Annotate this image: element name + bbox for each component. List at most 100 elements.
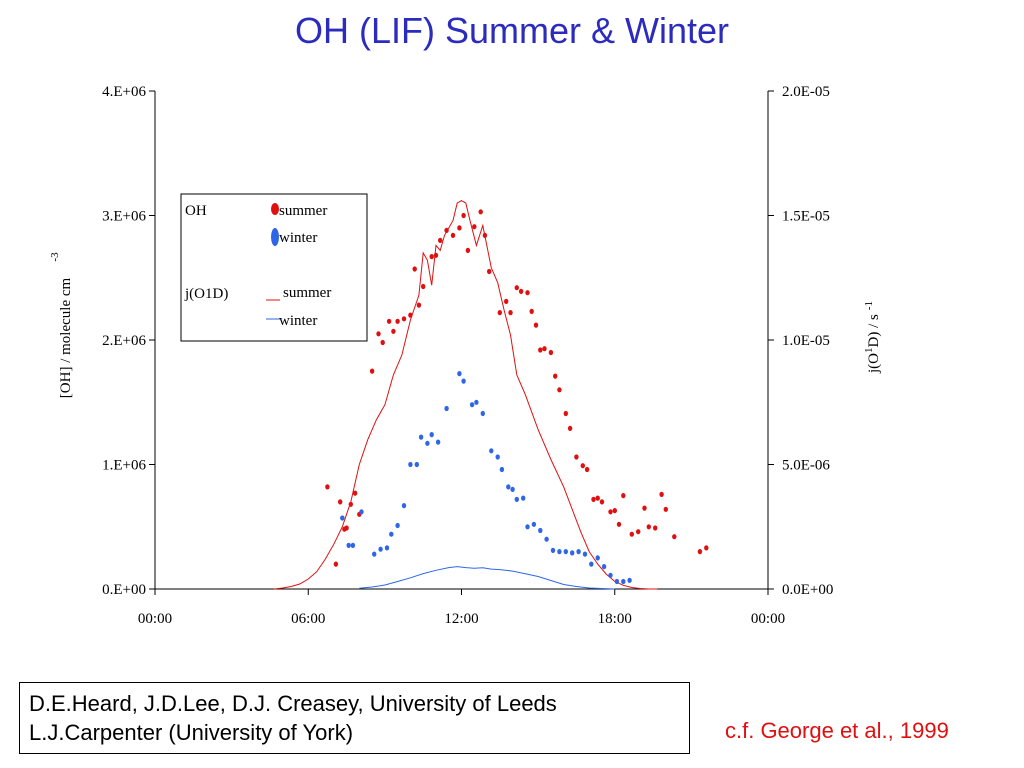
oh-point-summer	[653, 525, 658, 531]
oh-point-winter	[474, 399, 479, 405]
j-lines	[274, 200, 658, 590]
oh-point-winter	[378, 546, 383, 552]
legend-box	[180, 193, 368, 342]
y-right-label-prefix: j(O	[866, 353, 882, 374]
oh-point-summer	[548, 349, 554, 356]
oh-point-summer	[429, 254, 434, 260]
y-right-tick-label: 2.0E-05	[782, 84, 830, 100]
legend-j-header: j(O1D)	[184, 286, 228, 302]
oh-point-summer	[395, 318, 400, 324]
oh-point-winter	[525, 524, 530, 530]
oh-point-summer	[376, 331, 381, 337]
credits-line-1: D.E.Heard, J.D.Lee, D.J. Creasey, Univer…	[29, 691, 557, 716]
oh-point-winter	[510, 486, 515, 492]
oh-point-summer	[595, 495, 600, 501]
oh-point-summer	[646, 524, 651, 530]
oh-point-winter	[514, 496, 519, 502]
oh-point-winter	[621, 578, 626, 585]
oh-point-summer	[421, 283, 426, 290]
y-right-label-superscript: 1	[863, 348, 875, 354]
y-right-tick-label: 0.0E+00	[782, 582, 833, 598]
oh-point-summer	[574, 454, 579, 460]
oh-point-winter	[384, 545, 390, 551]
oh-points	[325, 209, 709, 585]
oh-point-summer	[344, 525, 349, 531]
oh-point-summer	[482, 232, 488, 238]
y-left-tick-label: 1.E+06	[102, 458, 146, 474]
oh-point-summer	[487, 268, 492, 275]
oh-point-summer	[438, 237, 443, 243]
oh-point-winter	[538, 527, 543, 534]
oh-point-summer	[348, 501, 353, 507]
oh-point-winter	[576, 549, 581, 555]
x-tick-label: 06:00	[291, 611, 325, 627]
oh-point-winter	[350, 542, 356, 549]
chart-axes: 0.E+00 1.E+06 2.E+06 3.E+06 4.E+06 0.0E+00 5.0…	[102, 84, 833, 627]
oh-point-summer	[478, 209, 483, 215]
oh-point-winter	[359, 509, 364, 515]
oh-point-summer	[450, 232, 456, 238]
oh-point-winter	[550, 547, 556, 554]
oh-point-summer	[659, 491, 664, 497]
oh-point-summer	[391, 328, 396, 334]
oh-point-winter	[457, 371, 462, 377]
oh-point-winter	[469, 402, 475, 408]
oh-point-summer	[599, 499, 605, 505]
y-left-tick-label: 4.E+06	[102, 84, 146, 100]
legend-summer-points-label: summer	[279, 203, 327, 219]
oh-point-winter	[563, 549, 568, 555]
oh-point-summer	[636, 529, 641, 535]
oh-point-summer	[433, 252, 439, 258]
oh-point-summer	[444, 227, 449, 233]
y-right-label-unit-superscript: -1	[863, 301, 875, 310]
legend: OH summer winter j(O1D) summer winter	[180, 193, 368, 342]
oh-point-summer	[465, 247, 471, 253]
oh-point-winter	[340, 515, 345, 521]
oh-point-winter	[435, 439, 441, 445]
oh-point-winter	[557, 549, 562, 555]
legend-summer-marker	[271, 203, 279, 215]
credits-line-2: L.J.Carpenter (University of York)	[29, 720, 354, 745]
oh-point-winter	[499, 466, 505, 473]
oh-point-winter	[389, 531, 394, 537]
oh-point-summer	[412, 266, 417, 272]
oh-point-winter	[425, 440, 430, 446]
oh-point-summer	[704, 545, 709, 551]
oh-point-winter	[531, 521, 537, 527]
oh-point-winter	[414, 461, 419, 468]
oh-point-winter	[521, 495, 526, 501]
oh-point-winter	[627, 577, 632, 583]
x-tick-label: 18:00	[598, 611, 632, 627]
oh-point-winter	[395, 522, 400, 529]
credits-box: D.E.Heard, J.D.Lee, D.J. Creasey, Univer…	[19, 682, 690, 754]
oh-point-summer	[380, 339, 385, 346]
oh-point-winter	[444, 405, 449, 412]
oh-point-summer	[697, 549, 703, 555]
oh-point-winter	[495, 454, 500, 460]
oh-point-summer	[416, 302, 422, 308]
oh-point-summer	[514, 285, 519, 291]
oh-point-winter	[589, 561, 594, 567]
oh-point-winter	[544, 536, 549, 542]
y-left-tick-label: 0.E+00	[102, 582, 146, 598]
oh-point-winter	[608, 572, 613, 578]
x-tick-label: 12:00	[444, 611, 478, 627]
y-right-tick-label: 1.0E-05	[782, 333, 830, 349]
legend-winter-line-label: winter	[279, 313, 317, 329]
oh-point-summer	[533, 322, 539, 328]
legend-oh-header: OH	[185, 203, 207, 219]
oh-point-summer	[608, 509, 613, 515]
oh-point-summer	[472, 224, 477, 230]
oh-point-summer	[591, 496, 596, 502]
j-line-winter	[359, 566, 615, 590]
oh-point-summer	[525, 290, 530, 296]
oh-point-summer	[621, 493, 626, 499]
y-right-tick-label: 5.0E-06	[782, 458, 830, 474]
legend-summer-line-label: summer	[283, 285, 331, 301]
oh-point-summer	[642, 505, 647, 511]
oh-point-winter	[582, 551, 588, 557]
oh-point-summer	[408, 312, 413, 318]
oh-point-summer	[567, 425, 573, 431]
oh-point-winter	[461, 378, 466, 384]
oh-point-summer	[529, 308, 534, 314]
